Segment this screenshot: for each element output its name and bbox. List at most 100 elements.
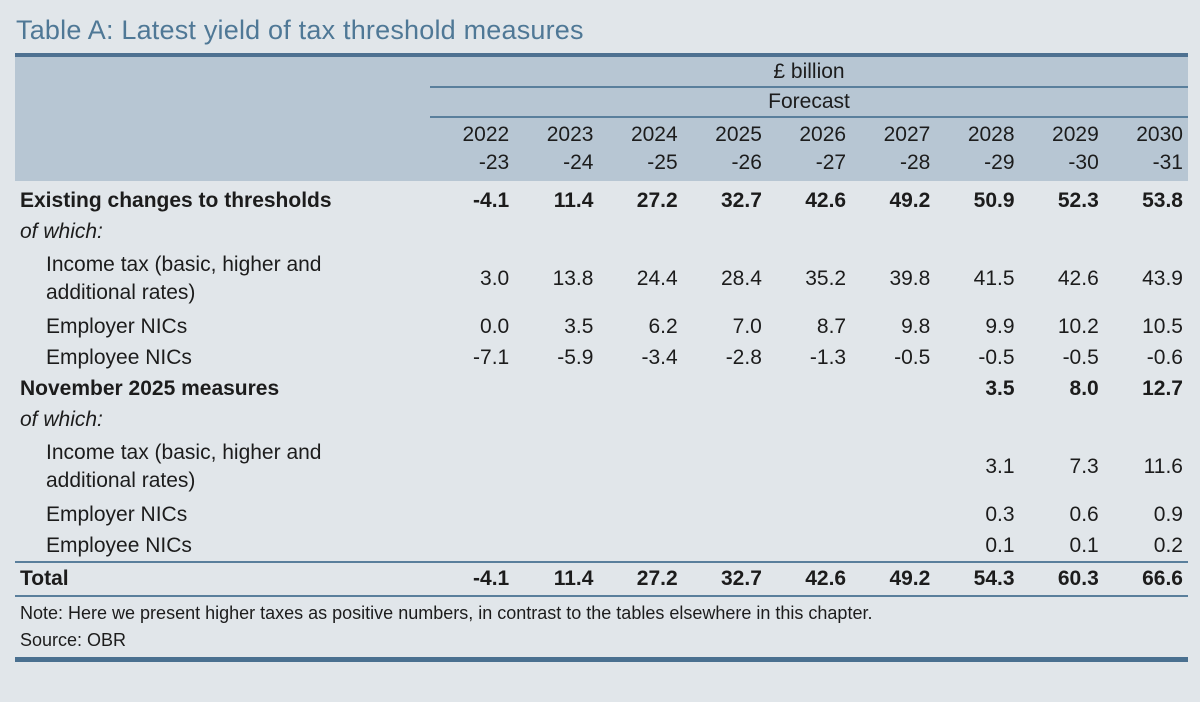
row-label: of which: <box>20 219 103 243</box>
year-column-header: 2026 -27 <box>799 123 847 174</box>
table-cell: 9.8 <box>901 314 931 338</box>
row-label: Employer NICs <box>46 502 188 526</box>
table-cell: 13.8 <box>552 267 594 290</box>
table-cell: 35.2 <box>805 267 847 290</box>
table-cell: -7.1 <box>473 345 510 369</box>
table-row: Income tax (basic, higher and additional… <box>15 435 1188 499</box>
table-row: Income tax (basic, higher and additional… <box>15 247 1188 311</box>
table-cell: 11.4 <box>553 567 594 590</box>
unit-header: £ billion <box>773 60 845 83</box>
table-cell: 11.6 <box>1143 455 1183 478</box>
table-cell: -1.3 <box>809 345 847 369</box>
table-cell: 66.6 <box>1142 567 1183 590</box>
header-rule <box>430 86 1188 88</box>
table-cell: 43.9 <box>1142 267 1183 290</box>
table-bottom-border <box>15 657 1188 662</box>
forecast-header-row: Forecast <box>15 88 1188 116</box>
table-cell: 39.8 <box>889 267 931 290</box>
year-header-row: 2022 -23 2023 -24 2024 -25 2025 -26 2026 -27… <box>15 118 1188 181</box>
table-cell: -5.9 <box>557 345 594 369</box>
table-cell: 32.7 <box>721 567 762 590</box>
year-column-header: 2029 -30 <box>1052 123 1099 174</box>
table-cell: 52.3 <box>1057 188 1099 212</box>
year-column-header: 2024 -25 <box>630 123 678 174</box>
table-row: Existing changes to thresholds -4.1 11.4 27… <box>15 185 1188 216</box>
year-column-header: 2027 -28 <box>883 123 931 174</box>
table-cell: -2.8 <box>725 345 762 369</box>
table-cell: 6.2 <box>648 314 678 338</box>
table-row: November 2025 measures 3.5 8.0 12.7 <box>15 373 1188 404</box>
row-label: Employee NICs <box>46 533 192 557</box>
tax-threshold-table: £ billion Forecast 2022 -23 2023 -24 2024 … <box>15 53 1188 662</box>
table-body: Existing changes to thresholds -4.1 11.4 27… <box>15 181 1188 561</box>
table-source: Source: OBR <box>20 630 127 650</box>
table-cell: 10.5 <box>1142 314 1183 338</box>
year-column-header: 2028 -29 <box>967 123 1015 174</box>
table-row: Employer NICs 0.0 3.5 6.2 7.0 8.7 9.8 9.9 10.2 10… <box>15 311 1188 342</box>
label-column-spacer <box>15 121 430 177</box>
table-cell: -0.5 <box>1062 345 1099 369</box>
table-cell: 49.2 <box>889 188 931 212</box>
unit-header-row: £ billion <box>15 57 1188 86</box>
table-cell: 42.6 <box>805 567 847 590</box>
table-cell: -4.1 <box>473 188 510 212</box>
row-label: Income tax (basic, higher and additional… <box>46 441 322 492</box>
row-label: Employer NICs <box>46 314 188 338</box>
table-row: Employer NICs 0.3 0.6 0.9 <box>15 499 1188 530</box>
table-cell: 0.0 <box>480 314 510 338</box>
table-cell: -3.4 <box>641 345 678 369</box>
table-cell: -4.1 <box>473 567 510 590</box>
table-cell: 27.2 <box>636 188 678 212</box>
table-cell: -0.5 <box>894 345 931 369</box>
table-cell: 7.3 <box>1069 455 1099 478</box>
table-cell: 10.2 <box>1057 314 1099 338</box>
table-cell: 9.9 <box>985 314 1015 338</box>
table-cell: 12.7 <box>1142 376 1183 400</box>
table-note: Note: Here we present higher taxes as po… <box>20 603 873 623</box>
table-cell: 0.1 <box>1069 533 1099 557</box>
table-cell: -0.6 <box>1146 345 1183 369</box>
table-cell: 54.3 <box>973 567 1015 590</box>
table-cell: 53.8 <box>1142 188 1183 212</box>
label-column-spacer <box>15 57 430 86</box>
table-cell: 8.0 <box>1069 376 1099 400</box>
table-cell: 0.9 <box>1153 502 1183 526</box>
year-column-header: 2030 -31 <box>1136 123 1183 174</box>
table-cell: 42.6 <box>805 188 847 212</box>
total-row: Total -4.1 11.4 27.2 32.7 42.6 49.2 54.3 60.3 66… <box>15 563 1188 595</box>
table-cell: 60.3 <box>1057 567 1099 590</box>
table-top-border <box>15 53 1188 57</box>
table-cell: 32.7 <box>721 188 762 212</box>
table-cell: 41.5 <box>973 267 1015 290</box>
table-cell: 0.6 <box>1069 502 1099 526</box>
year-column-header: 2022 -23 <box>462 123 510 174</box>
table-cell: 3.5 <box>564 314 594 338</box>
header-rule <box>430 116 1188 118</box>
table-cell: 7.0 <box>732 314 762 338</box>
row-label: November 2025 measures <box>20 376 280 400</box>
table-cell: 3.1 <box>985 455 1015 478</box>
year-column-header: 2025 -26 <box>715 123 762 174</box>
row-label: Income tax (basic, higher and additional… <box>46 253 322 304</box>
total-bottom-rule <box>15 595 1188 597</box>
table-cell: 42.6 <box>1057 267 1099 290</box>
row-label: Employee NICs <box>46 345 192 369</box>
page-title: Table A: Latest yield of tax threshold m… <box>16 15 584 45</box>
label-column-spacer <box>15 88 430 116</box>
table-cell: 8.7 <box>816 314 847 338</box>
table-cell: 27.2 <box>636 567 678 590</box>
table-cell: 0.3 <box>985 502 1015 526</box>
table-cell: 50.9 <box>973 188 1015 212</box>
table-row: Employee NICs -7.1 -5.9 -3.4 -2.8 -1.3 -0.5 -0.… <box>15 342 1188 373</box>
table-cell: 3.5 <box>985 376 1015 400</box>
table-row: of which: <box>15 404 1188 435</box>
table-row: Employee NICs 0.1 0.1 0.2 <box>15 530 1188 561</box>
row-label: Existing changes to thresholds <box>20 188 332 212</box>
row-label: Total <box>20 567 69 590</box>
table-cell: 24.4 <box>636 267 678 290</box>
table-cell: 0.1 <box>985 533 1015 557</box>
table-cell: 0.2 <box>1153 533 1183 557</box>
table-cell: 28.4 <box>721 267 762 290</box>
table-row: of which: <box>15 216 1188 247</box>
row-label: of which: <box>20 407 103 431</box>
